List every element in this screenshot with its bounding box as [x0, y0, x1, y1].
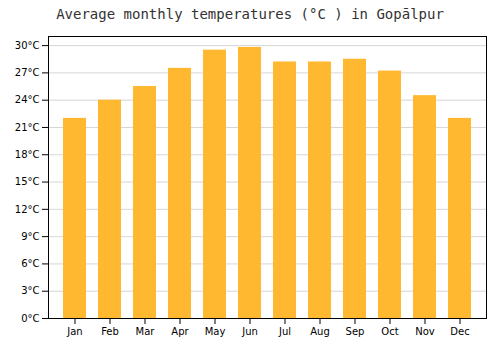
svg-text:24°C: 24°C: [15, 94, 40, 105]
svg-text:Apr: Apr: [171, 326, 189, 337]
svg-text:Oct: Oct: [381, 326, 398, 337]
svg-text:Feb: Feb: [101, 326, 119, 337]
svg-text:9°C: 9°C: [21, 231, 39, 242]
svg-text:21°C: 21°C: [15, 122, 40, 133]
svg-text:27°C: 27°C: [15, 67, 40, 78]
svg-text:May: May: [205, 326, 226, 337]
svg-text:0°C: 0°C: [21, 313, 39, 324]
svg-text:12°C: 12°C: [15, 204, 40, 215]
svg-text:Jan: Jan: [66, 326, 82, 337]
svg-text:Sep: Sep: [346, 326, 365, 337]
svg-text:Dec: Dec: [450, 326, 469, 337]
svg-text:6°C: 6°C: [21, 258, 39, 269]
svg-text:Mar: Mar: [136, 326, 156, 337]
svg-text:18°C: 18°C: [15, 149, 40, 160]
svg-text:Jul: Jul: [278, 326, 291, 337]
svg-text:Aug: Aug: [310, 326, 330, 337]
html-text:Average monthly temperatures (: Average monthly temperatures (°C ) in Go…: [56, 6, 444, 22]
svg-text:Nov: Nov: [415, 326, 435, 337]
svg-text:15°C: 15°C: [15, 176, 40, 187]
svg-text:3°C: 3°C: [21, 285, 39, 296]
svg-text:Jun: Jun: [241, 326, 258, 337]
svg-text:30°C: 30°C: [15, 40, 40, 51]
